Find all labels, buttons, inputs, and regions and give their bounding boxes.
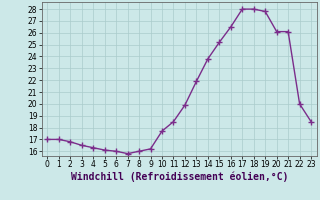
X-axis label: Windchill (Refroidissement éolien,°C): Windchill (Refroidissement éolien,°C) — [70, 172, 288, 182]
